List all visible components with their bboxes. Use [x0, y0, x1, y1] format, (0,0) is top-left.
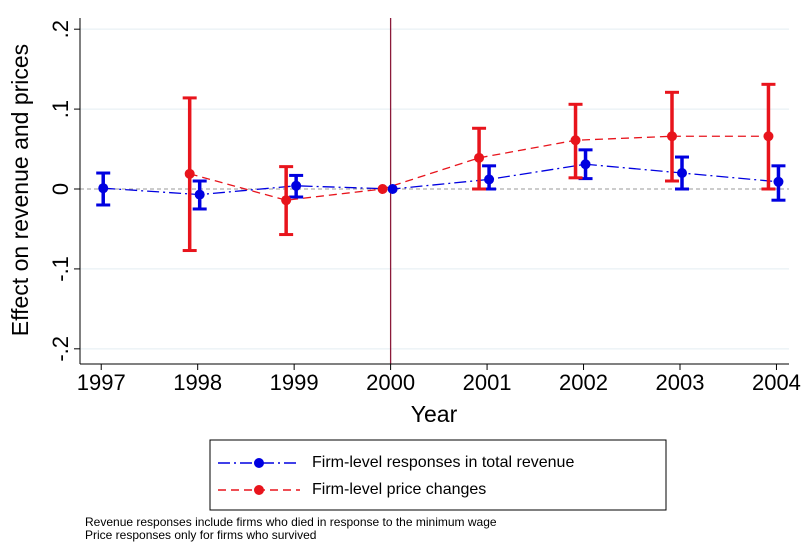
point [773, 176, 784, 187]
x-tick-label: 1999 [270, 370, 319, 395]
legend-box [209, 439, 667, 511]
y-tick-label: .1 [48, 100, 73, 118]
legend-label: Firm-level responses in total revenue [312, 454, 574, 471]
x-tick-label: 2001 [463, 370, 512, 395]
note: Price responses only for firms who survi… [85, 528, 316, 542]
x-tick-label: 2000 [366, 370, 415, 395]
point [281, 195, 292, 206]
x-tick-label: 2002 [559, 370, 608, 395]
y-tick-label: -.2 [48, 336, 73, 362]
point [484, 174, 495, 185]
point [194, 189, 205, 200]
note: Revenue responses include firms who died… [85, 515, 497, 529]
legend-label: Firm-level price changes [312, 481, 486, 498]
point [580, 159, 591, 170]
point [387, 184, 398, 195]
point [291, 180, 302, 191]
point [184, 168, 195, 179]
y-tick-label: .2 [48, 20, 73, 38]
x-tick-label: 2004 [752, 370, 801, 395]
point [474, 152, 485, 163]
series-line [103, 163, 779, 196]
point [570, 135, 581, 146]
point [763, 131, 774, 142]
x-tick-label: 2003 [656, 370, 705, 395]
point [98, 183, 109, 194]
legend-marker [254, 458, 264, 468]
legend-marker [254, 485, 264, 495]
point [377, 184, 388, 195]
x-tick-label: 1998 [173, 370, 222, 395]
x-axis-label: Year [411, 401, 458, 427]
point [666, 131, 677, 142]
y-tick-label: 0 [48, 183, 73, 195]
point [676, 168, 687, 179]
y-axis-label: Effect on revenue and prices [7, 44, 33, 336]
x-tick-label: 1997 [77, 370, 126, 395]
y-tick-label: -.1 [48, 256, 73, 282]
